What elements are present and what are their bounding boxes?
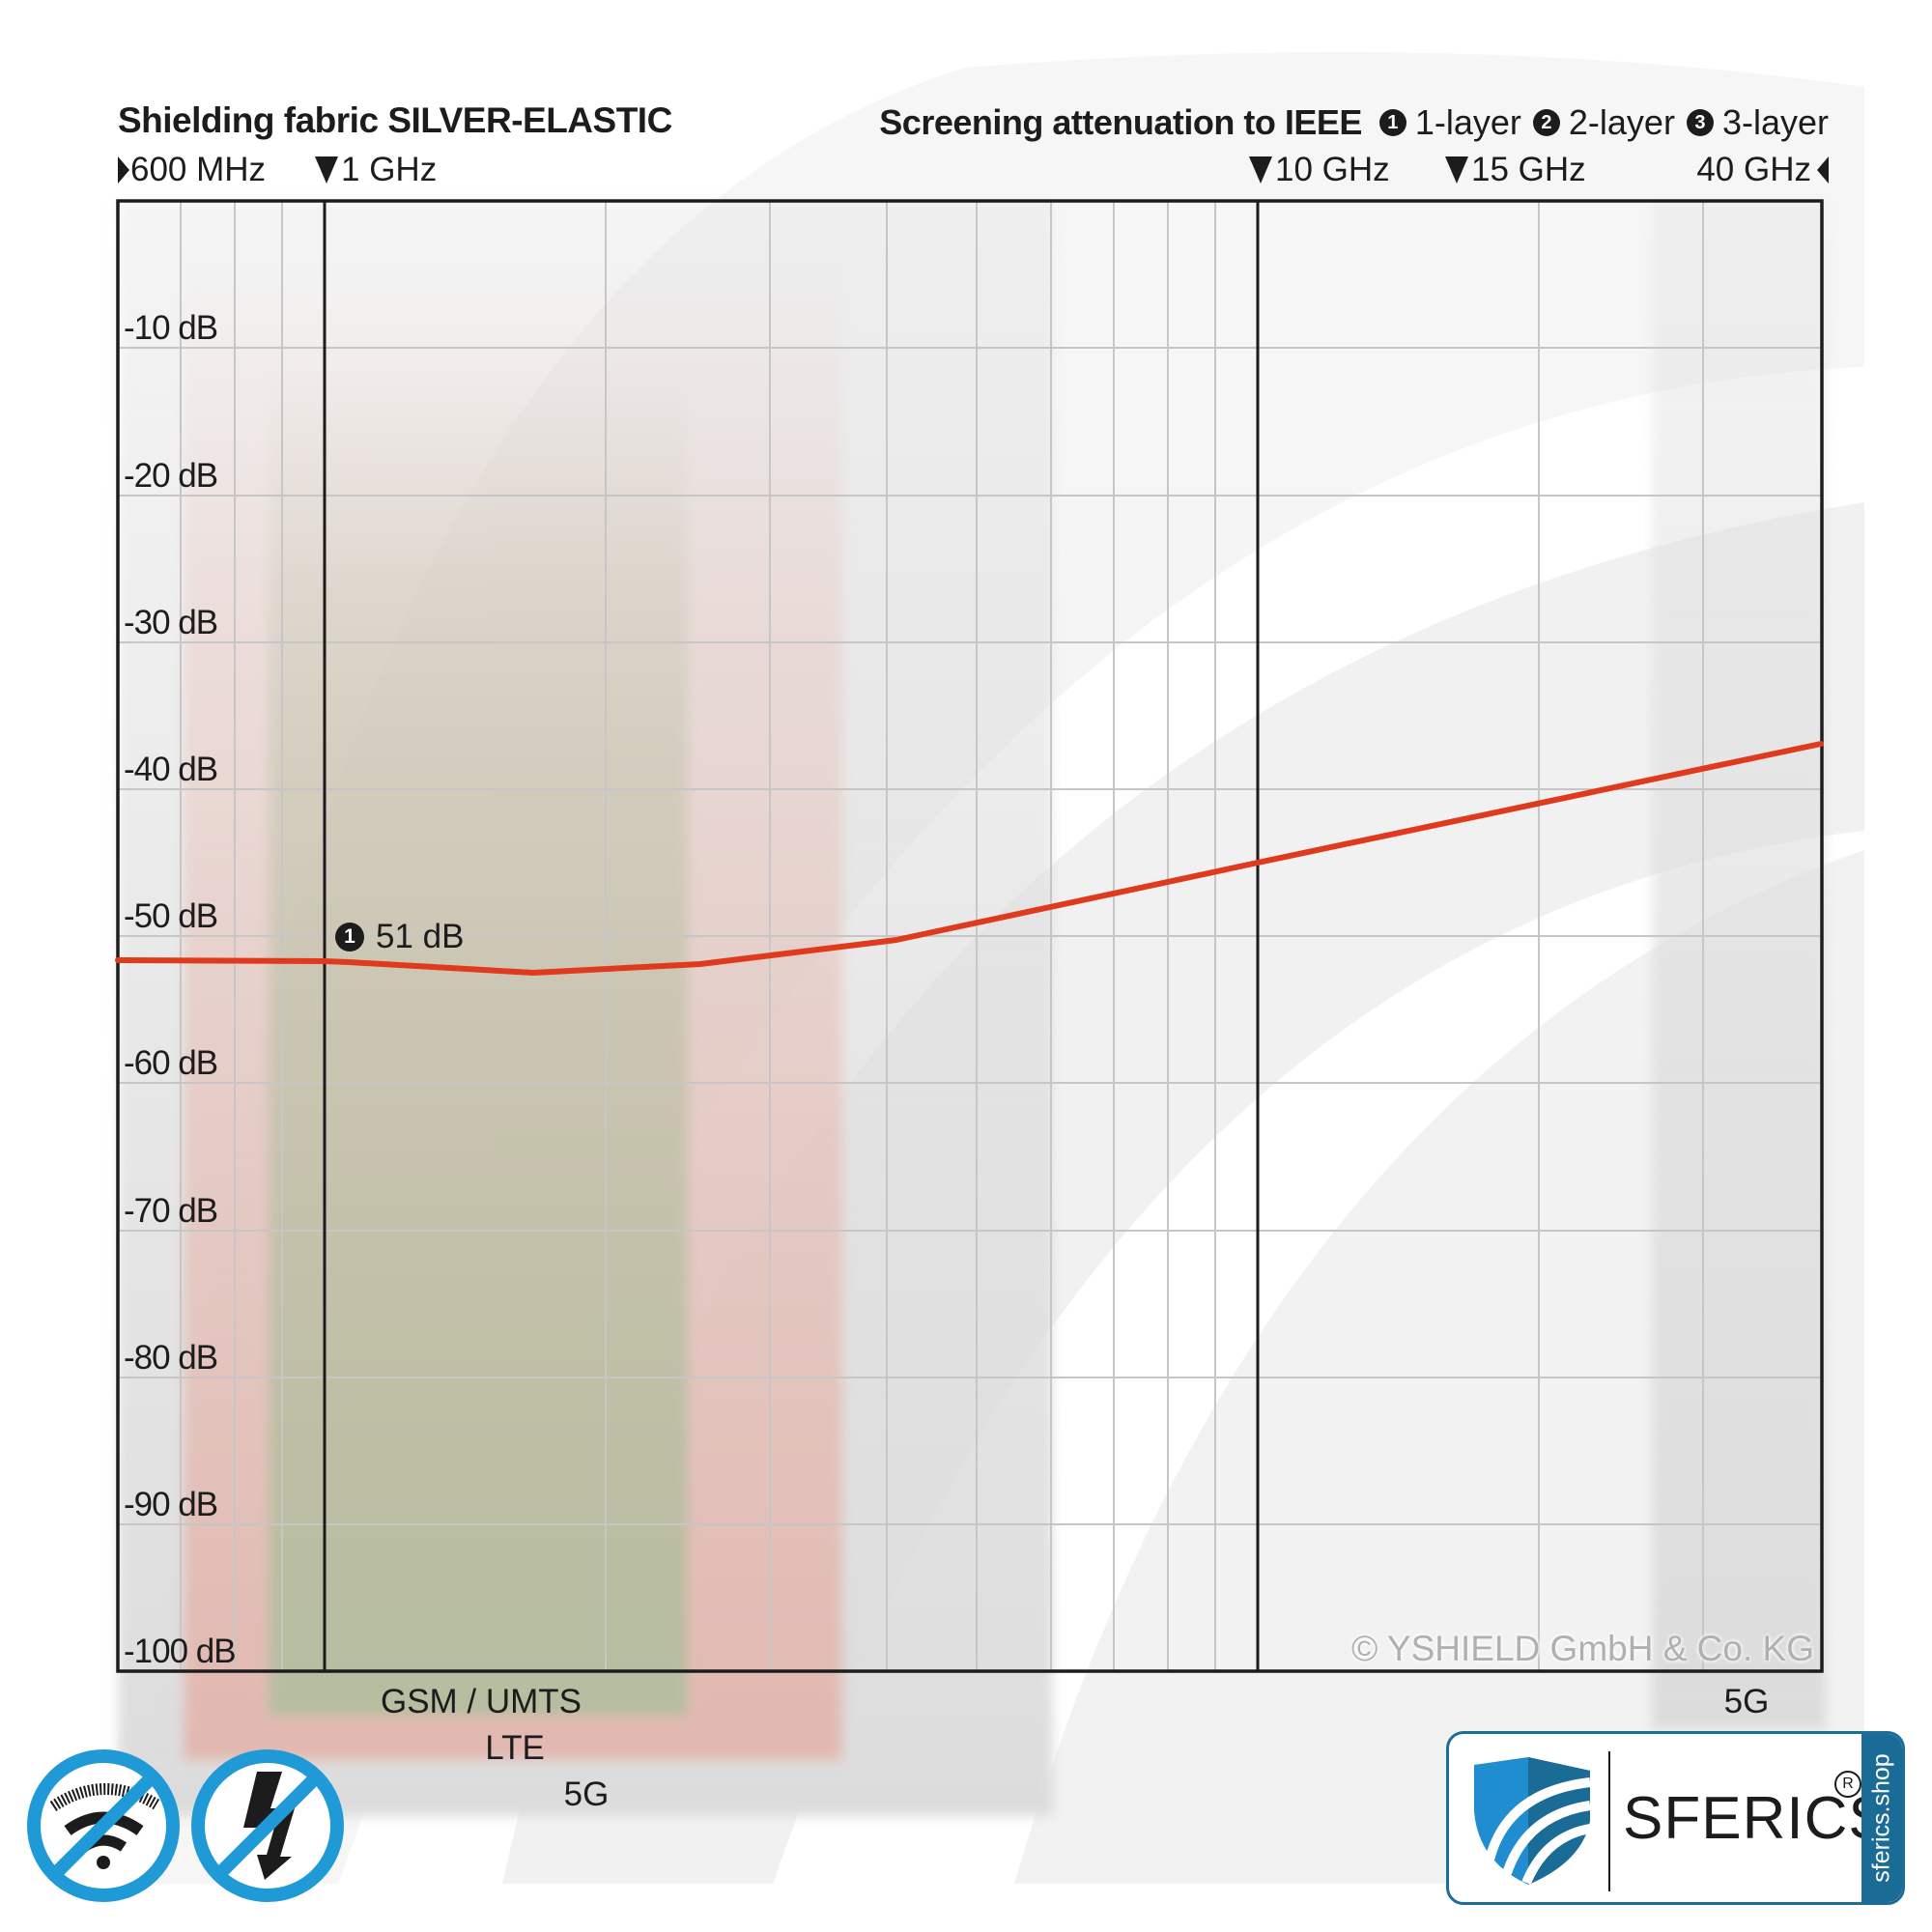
- band-label-5g-high: 5G: [1723, 1683, 1770, 1720]
- band-label-gsm-umts: GSM / UMTS: [380, 1683, 582, 1720]
- subtitle: Screening attenuation to IEEE: [879, 102, 1362, 142]
- no-wifi-icon: [27, 1749, 180, 1902]
- logo-side-text: sferics.shop: [1867, 1753, 1895, 1883]
- layer-2-badge-icon: 2: [1532, 109, 1560, 136]
- logo-side-bar: sferics.shop: [1861, 1734, 1902, 1902]
- annotation-text: 51 dB: [376, 918, 465, 955]
- registered-icon: R: [1834, 1771, 1861, 1798]
- freq-marker-1ghz: 1 GHz: [315, 151, 437, 189]
- legend-3-layer: 3-layer: [1721, 102, 1829, 142]
- y-tick-label: -100 dB: [124, 1633, 237, 1670]
- band-gsm-umts: [269, 367, 688, 1716]
- layer-1-badge-icon: 1: [1378, 109, 1406, 136]
- chart-subtitle-legend: Screening attenuation to IEEE 1 1-layer …: [879, 102, 1829, 143]
- shield-logo-icon: [1474, 1757, 1592, 1886]
- y-tick-label: -10 dB: [124, 309, 218, 347]
- attenuation-curve-1-layer: [115, 741, 1824, 976]
- band-label-lte: LTE: [485, 1729, 545, 1767]
- legend-1-layer: 1-layer: [1414, 102, 1521, 142]
- y-tick-label: -90 dB: [124, 1486, 218, 1523]
- value-annotation: 1 51 dB: [335, 918, 464, 956]
- freq-marker-15ghz: 15 GHz: [1445, 151, 1586, 189]
- no-electricity-icon: [191, 1749, 344, 1902]
- y-tick-label: -30 dB: [124, 604, 218, 641]
- legend-2-layer: 2-layer: [1568, 102, 1675, 142]
- plot-frame: [116, 199, 1824, 1673]
- freq-label: 10 GHz: [1275, 151, 1390, 188]
- logo-divider: [1608, 1751, 1610, 1891]
- triangle-down-icon: [1249, 156, 1272, 184]
- layer-3-badge-icon: 3: [1686, 109, 1714, 136]
- frequency-bands: [118, 201, 1826, 1816]
- freq-label: 15 GHz: [1471, 151, 1586, 188]
- grid-vertical: [180, 201, 1704, 1671]
- chart-title: Shielding fabric SILVER-ELASTIC: [118, 100, 672, 140]
- y-tick-label: -20 dB: [124, 457, 218, 495]
- freq-label: 1 GHz: [341, 151, 438, 188]
- layer-1-badge-icon: 1: [335, 923, 364, 952]
- y-tick-label: -40 dB: [124, 751, 218, 788]
- y-tick-label: -70 dB: [124, 1192, 218, 1230]
- y-tick-label: -50 dB: [124, 897, 218, 935]
- freq-marker-600mhz: 600 MHz: [118, 151, 266, 189]
- triangle-down-icon: [315, 156, 338, 184]
- band-label-5g-low: 5G: [563, 1776, 610, 1813]
- triangle-down-icon: [1445, 156, 1468, 184]
- sferics-logo: SFERICS R sferics.shop: [1446, 1731, 1905, 1905]
- band-5g-high: [1652, 201, 1826, 1729]
- freq-marker-10ghz: 10 GHz: [1249, 151, 1390, 189]
- freq-marker-40ghz: 40 GHz: [1696, 151, 1829, 189]
- y-tick-label: -80 dB: [124, 1339, 218, 1377]
- triangle-right-icon: [118, 156, 129, 184]
- copyright-watermark: © YSHIELD GmbH & Co. KG: [1351, 1629, 1814, 1668]
- y-tick-label: -60 dB: [124, 1044, 218, 1082]
- freq-label: 600 MHz: [130, 151, 267, 188]
- triangle-left-icon: [1817, 156, 1829, 184]
- freq-label: 40 GHz: [1696, 151, 1811, 188]
- grid-major: [323, 201, 1260, 1671]
